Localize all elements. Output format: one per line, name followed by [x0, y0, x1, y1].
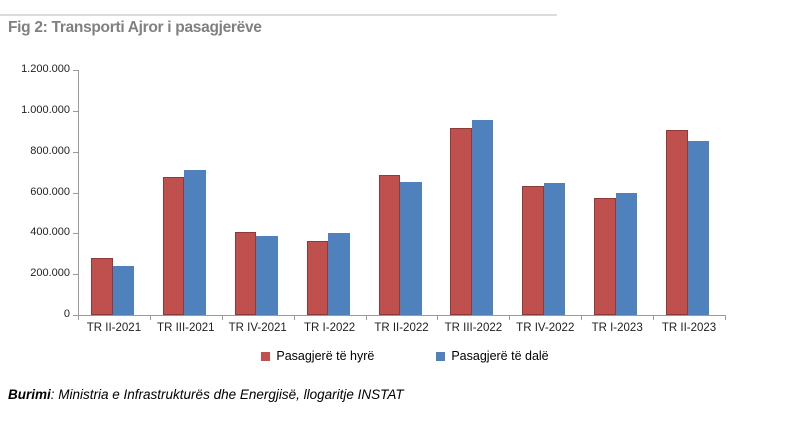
bar-dale-TR I-2023 [615, 192, 638, 315]
x-axis-label: TR IV-2021 [228, 322, 287, 334]
bar-hyre-TR III-2021 [162, 176, 185, 315]
bar-dale-TR IV-2021 [256, 235, 278, 315]
x-axis-label: TR II-2021 [86, 322, 142, 334]
source-text: : Ministria e Infrastrukturës dhe Energj… [50, 387, 404, 402]
legend-label-dale: Pasagjerë të dalë [451, 349, 549, 363]
x-axis-tick [366, 316, 367, 320]
x-axis-label: TR III-2022 [444, 322, 503, 334]
y-axis-label: 600.000 [30, 185, 70, 198]
bar-dale-TR III-2022 [471, 119, 494, 315]
legend-swatch-dale-icon [436, 351, 446, 361]
legend-item-hyre: Pasagjerë të hyrë [261, 349, 374, 363]
x-axis-label: TR III-2021 [157, 322, 215, 334]
bar-dale-TR III-2021 [184, 170, 206, 315]
passenger-bar-chart: 0 200.000 400.000 600.000 800.000 1.000.000 1.… [21, 63, 726, 334]
y-axis-label: 200.000 [30, 267, 70, 280]
x-axis-label: TR IV-2022 [516, 322, 575, 334]
y-axis-tick [73, 70, 78, 71]
source-label: Burimi [8, 387, 51, 402]
y-axis-tick [73, 110, 78, 112]
chart-legend: Pasagjerë të hyrë Pasagjerë të dalë [0, 349, 810, 363]
plot-area [78, 70, 726, 316]
bar-dale-TR I-2022 [328, 232, 350, 315]
x-axis-label: TR I-2022 [304, 322, 356, 334]
x-axis-tick [78, 316, 79, 320]
legend-item-dale: Pasagjerë të dalë [436, 349, 549, 363]
y-axis-tick [73, 233, 78, 235]
y-axis-tick [73, 315, 78, 316]
x-axis-tick [581, 316, 582, 320]
y-axis-tick [73, 274, 78, 276]
y-axis-label: 800.000 [30, 144, 70, 157]
bar-hyre-TR III-2022 [450, 128, 472, 315]
x-axis-tick [294, 316, 295, 320]
x-axis-tick [725, 316, 726, 320]
x-axis-tick [653, 316, 654, 320]
x-axis-label: TR II-2023 [661, 322, 717, 334]
bar-hyre-TR I-2022 [306, 240, 329, 315]
bar-hyre-TR II-2021 [91, 258, 113, 315]
page-title: Fig 2: Transporti Ajror i pasagjerëve [8, 19, 262, 36]
x-axis-label: TR I-2023 [591, 322, 643, 334]
y-axis-tick [73, 151, 78, 153]
source-note: Burimi: Ministria e Infrastrukturës dhe … [8, 387, 404, 402]
x-axis-tick [437, 316, 438, 320]
legend-swatch-hyre-icon [261, 351, 271, 361]
y-axis-label: 0 [63, 308, 70, 320]
bar-hyre-TR I-2023 [594, 198, 616, 315]
bar-hyre-TR IV-2021 [234, 231, 257, 315]
x-axis-tick [222, 316, 223, 320]
bar-dale-TR II-2022 [400, 181, 422, 315]
bar-hyre-TR II-2022 [378, 174, 401, 315]
bar-hyre-TR II-2023 [666, 130, 688, 315]
y-axis-label: 1.000.000 [21, 103, 70, 116]
bar-dale-TR IV-2022 [543, 182, 566, 315]
legend-label-hyre: Pasagjerë të hyrë [276, 349, 375, 363]
x-axis-label: TR II-2022 [374, 322, 429, 334]
top-divider-line [0, 14, 557, 16]
x-axis-tick [509, 316, 510, 320]
y-axis-label: 1.200.000 [21, 63, 70, 75]
x-axis-tick [150, 316, 151, 320]
bar-dale-TR II-2021 [112, 266, 134, 315]
y-axis-tick [73, 192, 78, 194]
y-axis-label: 400.000 [30, 226, 70, 239]
bar-dale-TR II-2023 [687, 141, 710, 315]
bar-hyre-TR IV-2022 [522, 185, 544, 315]
